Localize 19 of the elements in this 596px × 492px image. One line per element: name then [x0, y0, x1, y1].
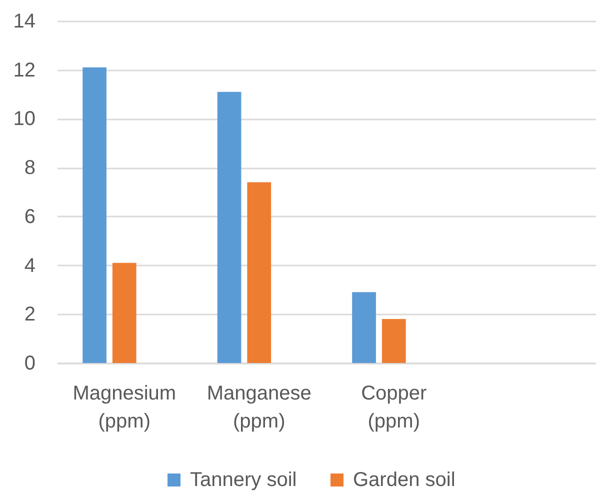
bar	[217, 92, 242, 363]
y-tick-label: 0	[24, 352, 36, 374]
y-tick-label: 4	[24, 254, 36, 277]
y-tick-label: 12	[13, 59, 36, 82]
y-tick-label: 6	[24, 206, 36, 228]
x-tick-label: Magnesium (ppm)	[72, 382, 176, 432]
bar	[82, 67, 106, 363]
bar	[382, 319, 406, 363]
bar	[247, 182, 272, 363]
y-tick-label: 10	[13, 108, 36, 130]
y-tick-label: 14	[13, 10, 36, 32]
y-tick-label: 8	[24, 157, 36, 180]
bar	[352, 292, 376, 363]
legend-label: Tannery soil	[190, 469, 297, 491]
x-tick-label: Manganese (ppm)	[206, 382, 312, 432]
bar	[112, 262, 136, 363]
x-tick-label: Copper (ppm)	[361, 382, 428, 432]
y-tick-label: 2	[24, 304, 36, 326]
legend-label: Garden soil	[353, 469, 456, 491]
